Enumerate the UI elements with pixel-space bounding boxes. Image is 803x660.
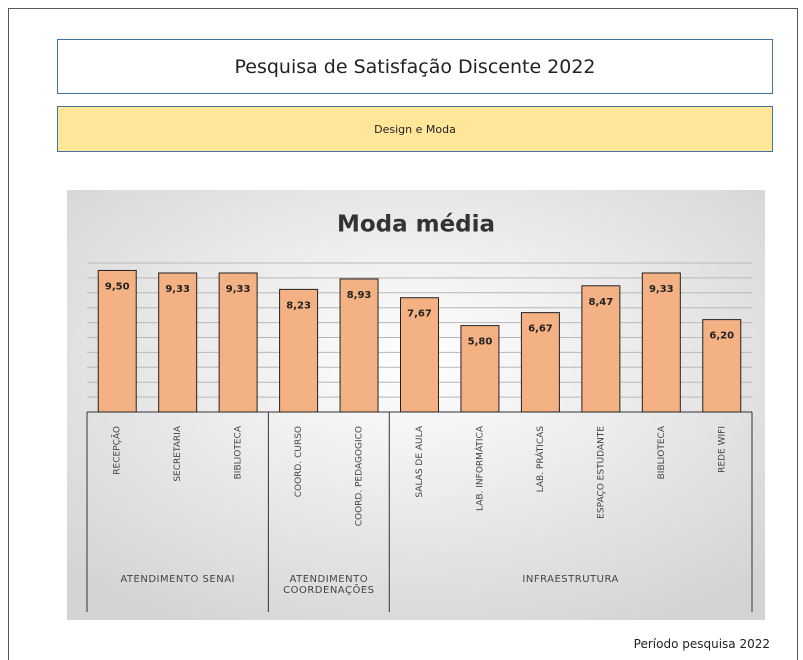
data-label: 8,23 [286,300,311,311]
group-label: ATENDIMENTO SENAI [120,574,235,585]
data-label: 9,50 [105,281,130,292]
footer: Período pesquisa 2022 [633,637,770,651]
group-label: ATENDIMENTO COORDENAÇÕES [283,574,375,596]
bar [400,297,439,413]
x-tick-label: RECEPÇÃO [112,426,123,475]
data-label: 8,93 [347,290,372,301]
bar [641,272,681,413]
report-title: Pesquisa de Satisfação Discente 2022 [57,39,773,94]
x-tick-label: COORD. PEDAGOGICO [355,426,365,526]
chart-title: Moda média [337,212,495,238]
bar [97,269,137,413]
bar [279,288,319,413]
bar [702,319,742,413]
bar [158,272,198,413]
x-tick-label: COORD. CURSO [294,426,304,497]
x-tick-label: REDE WIFI [717,426,727,473]
x-tick-label: LAB. INFORMÁTICA [473,425,485,511]
bar [520,312,560,413]
bar [339,278,379,413]
x-tick-label: BIBLIOTECA [657,425,667,479]
bar [218,272,258,413]
data-label: 9,33 [165,284,190,295]
page-border [8,8,798,660]
data-label: 9,33 [226,284,251,295]
x-tick-label: SALAS DE AULA [415,425,425,497]
x-tick-label: ESPAÇO ESTUDANTE [596,426,606,519]
data-label: 6,20 [709,331,734,342]
x-tick-label: LAB. PRÁTICAS [534,426,546,493]
bar [460,325,500,413]
bar [581,285,621,413]
x-tick-label: BIBLIOTECA [234,425,244,479]
data-label: 6,67 [528,324,553,335]
x-tick-label: SECRETARIA [173,425,183,481]
report-subtitle: Design e Moda [57,106,773,152]
data-label: 8,47 [589,297,614,308]
data-label: 7,67 [407,309,432,320]
data-label: 5,80 [468,337,493,348]
group-label: INFRAESTRUTURA [522,574,619,585]
data-label: 9,33 [649,284,674,295]
